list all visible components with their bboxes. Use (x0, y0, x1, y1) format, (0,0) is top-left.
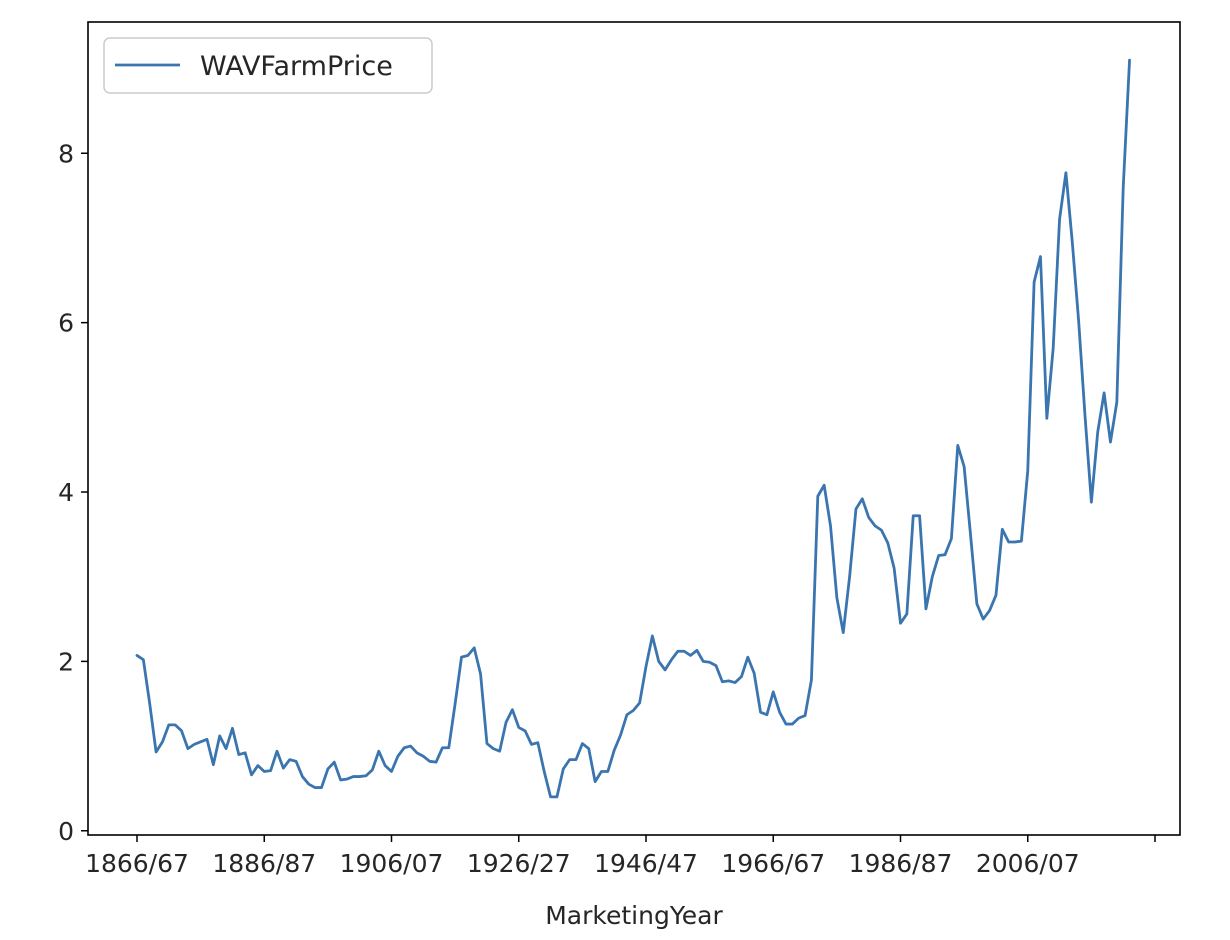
y-tick-label: 6 (58, 309, 74, 338)
x-tick-label: 1926/27 (467, 849, 571, 878)
x-tick-label: 1946/47 (594, 849, 698, 878)
legend: WAVFarmPrice (103, 37, 433, 94)
y-tick-label: 8 (58, 139, 74, 168)
x-tick-label: 1906/07 (340, 849, 444, 878)
plot-background (88, 22, 1180, 835)
x-axis-ticks: 1866/67 1886/87 1906/07 1926/27 1946/47 1966/… (85, 835, 1156, 878)
x-axis-title: MarketingYear (545, 901, 723, 930)
x-tick-label: 1866/67 (85, 849, 189, 878)
x-tick-label: 2006/07 (976, 849, 1080, 878)
legend-box (103, 37, 433, 94)
y-tick-label: 0 (58, 817, 74, 846)
x-tick-label: 1966/67 (721, 849, 825, 878)
y-axis-ticks: 0 2 4 6 8 (58, 139, 88, 846)
y-tick-label: 4 (58, 478, 74, 507)
y-tick-label: 2 (58, 647, 74, 676)
plot-frame (87, 21, 1181, 836)
series-line-wavfarmprice (135, 58, 1131, 799)
x-tick-label: 1886/87 (212, 849, 316, 878)
legend-label-wavfarmprice: WAVFarmPrice (200, 51, 393, 82)
x-tick-label: 1986/87 (849, 849, 953, 878)
